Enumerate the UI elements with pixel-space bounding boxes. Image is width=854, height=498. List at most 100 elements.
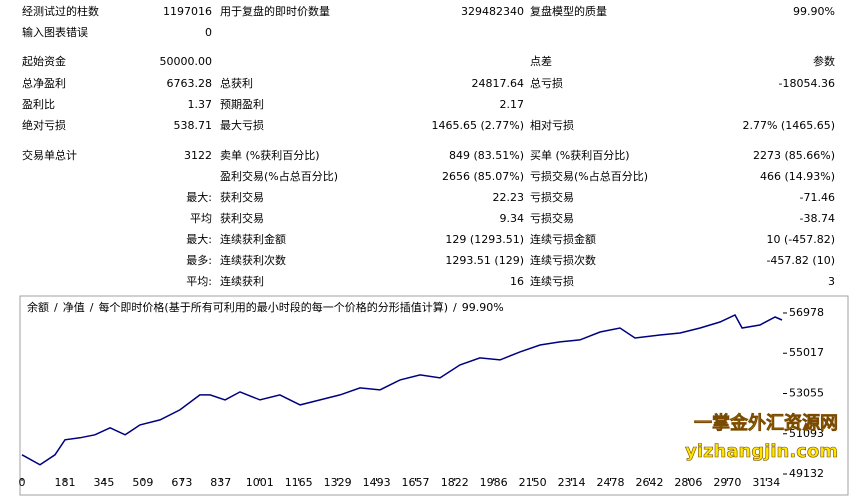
field-value: 0 <box>205 26 212 39</box>
field-value: 22.23 <box>493 191 525 204</box>
field-label: 经测试过的柱数 <box>22 4 99 18</box>
field-value: 3122 <box>184 149 212 162</box>
y-tick-label: 55017 <box>789 346 824 359</box>
field-value: 99.90% <box>793 5 835 18</box>
x-tick-label: 181 <box>54 476 75 489</box>
x-tick-label: 0 <box>19 476 26 489</box>
x-tick-label: 1986 <box>480 476 508 489</box>
field-label: 卖单 (%获利百分比) <box>220 149 320 162</box>
field-value: -38.74 <box>800 212 835 225</box>
watermark: yizhangjin.com <box>685 441 838 462</box>
x-tick-label: 3134 <box>752 476 780 489</box>
field-label: 最大亏损 <box>220 118 264 132</box>
legend-quality: 99.90% <box>462 301 504 314</box>
field-value: 最大: <box>186 232 212 246</box>
x-tick-label: 673 <box>171 476 192 489</box>
legend-model: 每个即时价格(基于所有可利用的最小时段的每一个价格的分形插值计算) <box>98 300 448 314</box>
field-label: 复盘模型的质量 <box>530 4 607 18</box>
x-tick-label: 509 <box>132 476 153 489</box>
field-label: 点差 <box>530 54 552 68</box>
legend-separator: / <box>54 301 58 314</box>
field-value: 2656 (85.07%) <box>442 170 524 183</box>
x-tick-label: 2314 <box>558 476 586 489</box>
x-tick-label: 837 <box>210 476 231 489</box>
field-value: -18054.36 <box>779 77 835 90</box>
field-label: 获利交易 <box>220 211 264 225</box>
field-label: 预期盈利 <box>220 98 264 111</box>
y-tick-label: 49132 <box>789 467 824 480</box>
watermark: 一掌金外汇资源网 <box>694 412 838 434</box>
field-value: 最大: <box>186 190 212 204</box>
field-label: 获利交易 <box>220 190 264 204</box>
legend-equity: 净值 <box>63 300 85 314</box>
field-value: 最多: <box>186 253 212 267</box>
x-tick-label: 1657 <box>402 476 430 489</box>
field-label: 亏损交易(%占总百分比) <box>530 169 648 183</box>
field-label: 输入图表错误 <box>22 25 88 39</box>
field-label: 总获利 <box>220 76 253 90</box>
field-value: 10 (-457.82) <box>766 233 835 246</box>
x-tick-label: 1822 <box>441 476 469 489</box>
field-label: 亏损交易 <box>530 211 574 225</box>
x-tick-label: 2970 <box>713 476 741 489</box>
field-value: 9.34 <box>500 212 525 225</box>
field-label: 连续亏损 <box>530 274 574 288</box>
field-value: 2.77% (1465.65) <box>742 119 835 132</box>
field-label: 亏损交易 <box>530 190 574 204</box>
legend-separator: / <box>90 301 94 314</box>
x-tick-label: 1329 <box>324 476 352 489</box>
field-value: 平均 <box>190 212 212 225</box>
field-label: 连续获利 <box>220 274 264 288</box>
field-value: 6763.28 <box>167 77 213 90</box>
field-value: 50000.00 <box>160 55 213 68</box>
field-label: 绝对亏损 <box>22 118 66 132</box>
x-tick-label: 1165 <box>285 476 313 489</box>
field-value: 329482340 <box>461 5 524 18</box>
field-value: -71.46 <box>800 191 835 204</box>
x-tick-label: 2642 <box>635 476 663 489</box>
field-label: 总净盈利 <box>22 76 66 90</box>
x-tick-label: 1001 <box>246 476 274 489</box>
field-value: 24817.64 <box>472 77 525 90</box>
field-value: 129 (1293.51) <box>445 233 524 246</box>
x-tick-label: 2806 <box>674 476 702 489</box>
y-tick-label: 56978 <box>789 306 824 319</box>
field-label: 买单 (%获利百分比) <box>530 149 630 162</box>
field-value: 1197016 <box>163 5 212 18</box>
x-tick-label: 345 <box>93 476 114 489</box>
field-value: 2273 (85.66%) <box>753 149 835 162</box>
field-label: 交易单总计 <box>22 148 77 162</box>
balance-line <box>21 314 783 466</box>
field-value: 平均: <box>186 275 212 288</box>
x-tick-label: 2150 <box>519 476 547 489</box>
field-label: 起始资金 <box>22 54 66 68</box>
field-value: 1293.51 (129) <box>445 254 524 267</box>
chart-frame <box>19 295 849 496</box>
legend-separator: / <box>453 301 457 314</box>
field-value: 1.37 <box>188 98 213 111</box>
legend-balance: 余额 <box>27 300 49 314</box>
field-label: 相对亏损 <box>530 118 574 132</box>
field-value: 3 <box>828 275 835 288</box>
field-value: 参数 <box>813 54 835 68</box>
y-tick-label: 53055 <box>789 386 824 399</box>
y-tick-label: 51093 <box>789 427 824 440</box>
field-value: -457.82 (10) <box>766 254 835 267</box>
field-label: 盈利交易(%占总百分比) <box>220 169 338 183</box>
field-value: 849 (83.51%) <box>449 149 524 162</box>
field-value: 16 <box>510 275 524 288</box>
x-tick-label: 2478 <box>597 476 625 489</box>
x-tick-label: 1493 <box>363 476 391 489</box>
field-label: 盈利比 <box>22 98 55 111</box>
field-label: 连续获利金额 <box>220 232 286 246</box>
field-value: 466 (14.93%) <box>760 170 835 183</box>
field-label: 连续亏损金额 <box>530 232 596 246</box>
field-label: 总亏损 <box>530 76 563 90</box>
field-value: 538.71 <box>174 119 213 132</box>
field-value: 2.17 <box>500 98 525 111</box>
field-label: 连续亏损次数 <box>530 253 596 267</box>
field-value: 1465.65 (2.77%) <box>431 119 524 132</box>
field-label: 连续获利次数 <box>220 253 286 267</box>
field-label: 用于复盘的即时价数量 <box>220 4 330 18</box>
